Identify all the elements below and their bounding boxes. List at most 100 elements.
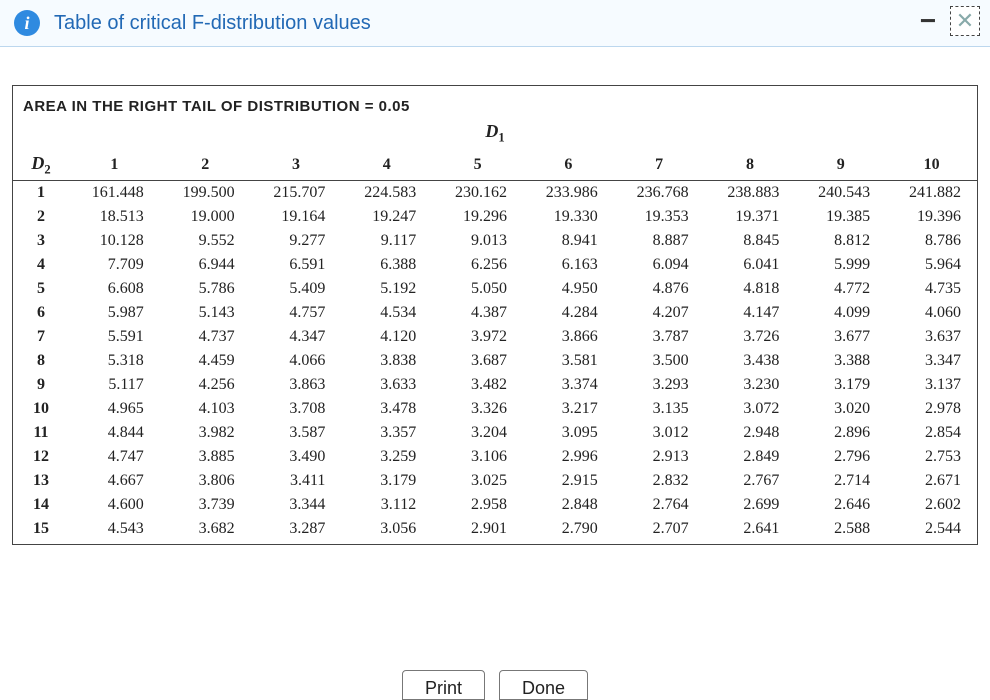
table-cell: 3.374 <box>523 373 614 397</box>
table-cell: 2.854 <box>886 421 977 445</box>
table-row: 47.7096.9446.5916.3886.2566.1636.0946.04… <box>13 253 977 277</box>
table-cell: 10.128 <box>69 229 160 253</box>
table-cell: 5.987 <box>69 301 160 325</box>
row-header: 14 <box>13 493 69 517</box>
row-header: 3 <box>13 229 69 253</box>
table-cell: 2.978 <box>886 397 977 421</box>
table-cell: 4.876 <box>614 277 705 301</box>
window-controls: − ✕ <box>916 6 980 36</box>
column-header: 1 <box>69 150 160 181</box>
table-cell: 3.179 <box>341 469 432 493</box>
minimize-button[interactable]: − <box>916 9 940 33</box>
table-row: 95.1174.2563.8633.6333.4823.3743.2933.23… <box>13 373 977 397</box>
table-cell: 6.944 <box>160 253 251 277</box>
table-cell: 3.726 <box>705 325 796 349</box>
table-cell: 2.646 <box>795 493 886 517</box>
table-cell: 19.396 <box>886 205 977 229</box>
table-cell: 4.818 <box>705 277 796 301</box>
table-cell: 2.948 <box>705 421 796 445</box>
table-cell: 3.326 <box>432 397 523 421</box>
row-header: 11 <box>13 421 69 445</box>
table-cell: 238.883 <box>705 181 796 206</box>
row-header: 15 <box>13 517 69 544</box>
table-cell: 3.411 <box>251 469 342 493</box>
table-cell: 3.838 <box>341 349 432 373</box>
table-cell: 2.915 <box>523 469 614 493</box>
column-header: 10 <box>886 150 977 181</box>
table-cell: 3.230 <box>705 373 796 397</box>
table-cell: 3.204 <box>432 421 523 445</box>
table-cell: 8.786 <box>886 229 977 253</box>
info-icon: i <box>14 10 40 36</box>
done-button[interactable]: Done <box>499 670 588 700</box>
table-row: 124.7473.8853.4903.2593.1062.9962.9132.8… <box>13 445 977 469</box>
table-row: 85.3184.4594.0663.8383.6873.5813.5003.43… <box>13 349 977 373</box>
table-cell: 5.117 <box>69 373 160 397</box>
table-cell: 3.072 <box>705 397 796 421</box>
table-cell: 3.344 <box>251 493 342 517</box>
table-row: 56.6085.7865.4095.1925.0504.9504.8764.81… <box>13 277 977 301</box>
close-button[interactable]: ✕ <box>950 6 980 36</box>
table-row: 144.6003.7393.3443.1122.9582.8482.7642.6… <box>13 493 977 517</box>
table-row: 75.5914.7374.3474.1203.9723.8663.7873.72… <box>13 325 977 349</box>
table-cell: 6.608 <box>69 277 160 301</box>
table-cell: 2.699 <box>705 493 796 517</box>
f-distribution-table: D2 12345678910 1161.448199.500215.707224… <box>13 150 977 545</box>
table-cell: 2.753 <box>886 445 977 469</box>
button-row: Print Done <box>0 638 990 700</box>
table-cell: 3.587 <box>251 421 342 445</box>
table-cell: 5.050 <box>432 277 523 301</box>
table-cell: 19.247 <box>341 205 432 229</box>
table-cell: 19.296 <box>432 205 523 229</box>
table-cell: 3.388 <box>795 349 886 373</box>
table-cell: 4.066 <box>251 349 342 373</box>
table-cell: 4.737 <box>160 325 251 349</box>
table-cell: 241.882 <box>886 181 977 206</box>
table-cell: 4.543 <box>69 517 160 544</box>
table-cell: 3.438 <box>705 349 796 373</box>
column-header: 3 <box>251 150 342 181</box>
table-cell: 3.106 <box>432 445 523 469</box>
table-cell: 4.772 <box>795 277 886 301</box>
column-header: 6 <box>523 150 614 181</box>
table-cell: 3.020 <box>795 397 886 421</box>
table-frame: AREA IN THE RIGHT TAIL OF DISTRIBUTION =… <box>12 85 978 545</box>
table-cell: 3.478 <box>341 397 432 421</box>
table-cell: 3.217 <box>523 397 614 421</box>
table-cell: 3.708 <box>251 397 342 421</box>
row-header: 7 <box>13 325 69 349</box>
table-cell: 4.965 <box>69 397 160 421</box>
table-cell: 3.482 <box>432 373 523 397</box>
table-cell: 5.964 <box>886 253 977 277</box>
table-cell: 3.490 <box>251 445 342 469</box>
table-cell: 2.913 <box>614 445 705 469</box>
table-cell: 2.707 <box>614 517 705 544</box>
table-cell: 3.137 <box>886 373 977 397</box>
table-cell: 4.387 <box>432 301 523 325</box>
table-cell: 3.135 <box>614 397 705 421</box>
table-cell: 8.845 <box>705 229 796 253</box>
table-cell: 5.143 <box>160 301 251 325</box>
table-cell: 4.534 <box>341 301 432 325</box>
table-cell: 3.095 <box>523 421 614 445</box>
table-cell: 4.667 <box>69 469 160 493</box>
table-cell: 19.164 <box>251 205 342 229</box>
table-cell: 19.000 <box>160 205 251 229</box>
table-cell: 9.013 <box>432 229 523 253</box>
table-cell: 6.094 <box>614 253 705 277</box>
table-cell: 3.687 <box>432 349 523 373</box>
window-title: Table of critical F-distribution values <box>54 12 371 35</box>
table-cell: 3.637 <box>886 325 977 349</box>
column-header-row: D2 12345678910 <box>13 150 977 181</box>
table-cell: 6.041 <box>705 253 796 277</box>
table-cell: 8.941 <box>523 229 614 253</box>
row-header: 5 <box>13 277 69 301</box>
table-cell: 3.885 <box>160 445 251 469</box>
table-body: 1161.448199.500215.707224.583230.162233.… <box>13 181 977 545</box>
column-header: 8 <box>705 150 796 181</box>
print-button[interactable]: Print <box>402 670 485 700</box>
table-cell: 3.787 <box>614 325 705 349</box>
column-header: 9 <box>795 150 886 181</box>
table-cell: 19.371 <box>705 205 796 229</box>
table-cell: 4.120 <box>341 325 432 349</box>
